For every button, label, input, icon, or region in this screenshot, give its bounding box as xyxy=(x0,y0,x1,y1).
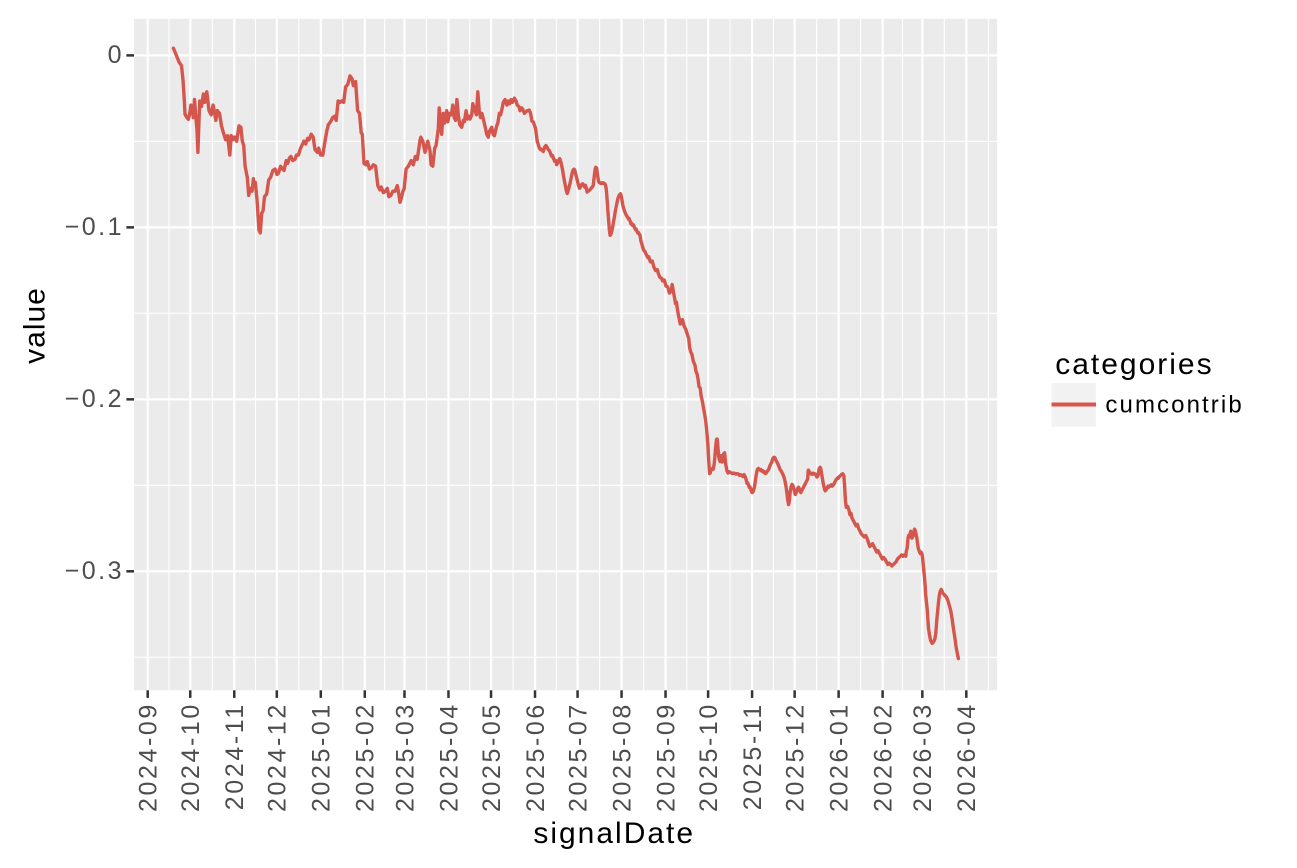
svg-text:categories: categories xyxy=(1055,348,1213,381)
svg-text:2025-05: 2025-05 xyxy=(478,702,506,812)
svg-text:−0.2: −0.2 xyxy=(65,385,124,413)
svg-text:2025-01: 2025-01 xyxy=(308,702,336,812)
svg-text:value: value xyxy=(19,287,52,364)
svg-text:2025-06: 2025-06 xyxy=(522,702,550,812)
svg-text:signalDate: signalDate xyxy=(533,817,695,850)
svg-text:2025-03: 2025-03 xyxy=(391,702,419,812)
svg-text:−0.1: −0.1 xyxy=(65,213,124,241)
svg-text:2024-09: 2024-09 xyxy=(135,702,163,812)
svg-text:2026-01: 2026-01 xyxy=(825,702,853,812)
svg-text:2026-02: 2026-02 xyxy=(869,702,897,812)
svg-text:2025-07: 2025-07 xyxy=(564,702,592,812)
svg-text:2025-08: 2025-08 xyxy=(608,702,636,812)
svg-text:2025-02: 2025-02 xyxy=(352,702,380,812)
svg-text:2025-09: 2025-09 xyxy=(652,702,680,812)
svg-text:2024-12: 2024-12 xyxy=(264,702,292,812)
svg-text:2025-04: 2025-04 xyxy=(435,702,463,812)
svg-text:2024-11: 2024-11 xyxy=(221,702,249,810)
svg-text:2026-04: 2026-04 xyxy=(953,702,981,812)
svg-text:−0.3: −0.3 xyxy=(65,557,124,585)
svg-text:cumcontrib: cumcontrib xyxy=(1105,391,1243,418)
svg-text:0: 0 xyxy=(108,41,124,69)
svg-text:2025-10: 2025-10 xyxy=(695,702,723,812)
svg-text:2026-03: 2026-03 xyxy=(909,702,937,812)
svg-text:2025-11: 2025-11 xyxy=(739,702,767,810)
svg-text:2025-12: 2025-12 xyxy=(781,702,809,812)
svg-text:2024-10: 2024-10 xyxy=(177,702,205,812)
